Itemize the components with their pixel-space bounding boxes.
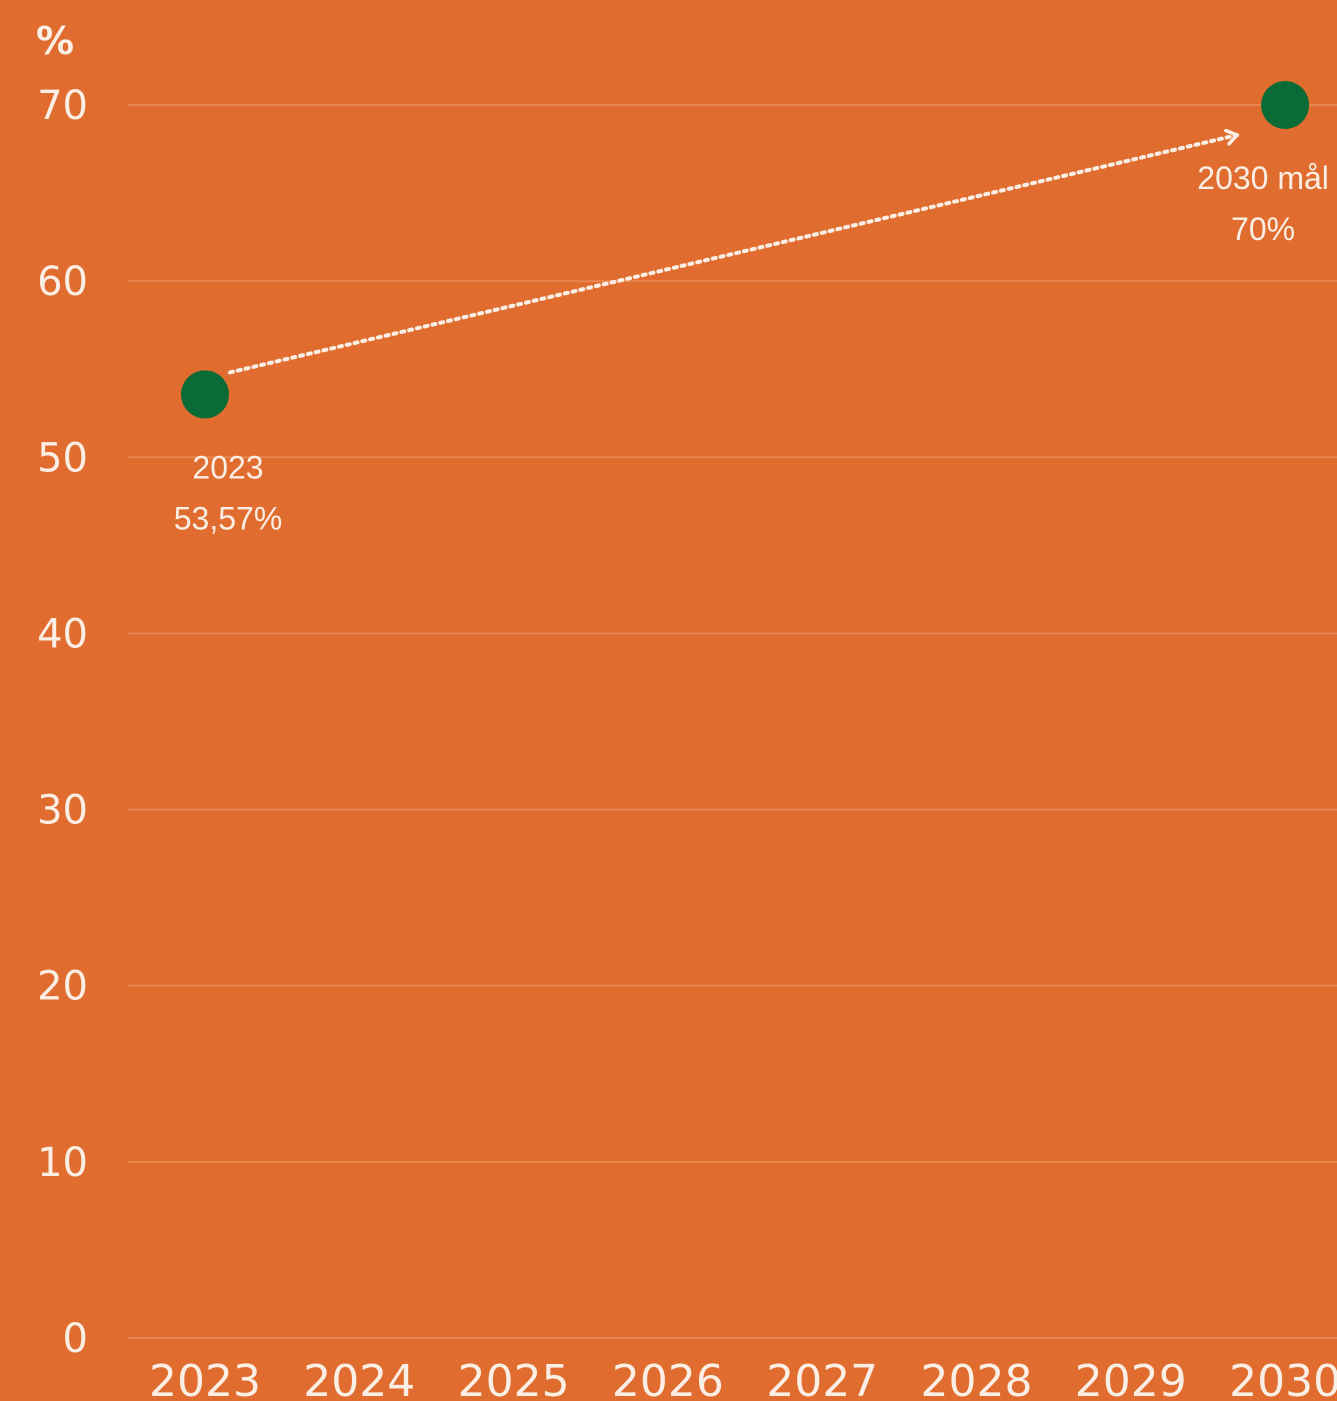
y-tick-label-20: 20 (37, 964, 88, 1010)
point-label-2023-line2: 53,57% (174, 500, 283, 536)
x-tick-label-2027: 2027 (766, 1356, 878, 1401)
y-tick-label-70: 70 (37, 83, 88, 129)
y-axis-ticks: 0 10 20 30 40 50 60 70 (37, 83, 88, 1362)
trend-arrowhead (1224, 128, 1239, 146)
y-axis-unit-label: % (36, 19, 74, 63)
grid-lines (128, 104, 1337, 1339)
data-point-2023 (181, 370, 229, 419)
x-tick-label-2024: 2024 (303, 1356, 415, 1401)
x-tick-label-2030: 2030 (1229, 1356, 1337, 1401)
x-tick-label-2029: 2029 (1075, 1356, 1187, 1401)
trend-line (228, 133, 1240, 375)
x-tick-label-2026: 2026 (612, 1356, 724, 1401)
x-axis-ticks: 2023 2024 2025 2026 2027 2028 2029 2030 (149, 1356, 1337, 1401)
trend-arrow (228, 128, 1240, 375)
point-label-2030-line1: 2030 mål (1197, 160, 1329, 196)
point-label-2030-line2: 70% (1231, 211, 1295, 247)
y-tick-label-60: 60 (37, 259, 88, 305)
data-point-2030 (1261, 81, 1310, 129)
y-tick-label-40: 40 (37, 611, 88, 657)
y-tick-label-10: 10 (37, 1140, 88, 1186)
y-tick-label-30: 30 (37, 788, 88, 834)
y-tick-label-0: 0 (63, 1316, 88, 1362)
point-label-2023-line1: 2023 (192, 449, 263, 485)
x-tick-label-2028: 2028 (921, 1356, 1033, 1401)
y-tick-label-50: 50 (37, 435, 88, 481)
data-points: 2023 53,57% 2030 mål 70% (174, 81, 1329, 536)
x-tick-label-2023: 2023 (149, 1356, 261, 1401)
x-tick-label-2025: 2025 (458, 1356, 570, 1401)
